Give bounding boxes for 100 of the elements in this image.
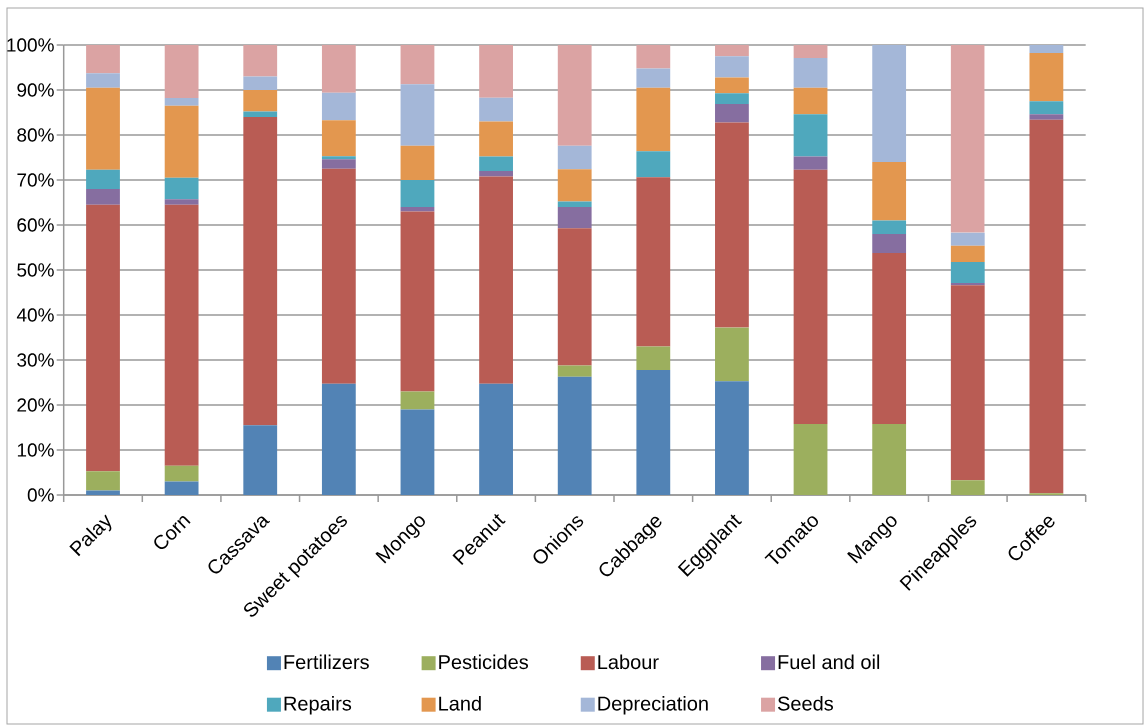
bar [243,425,278,495]
legend-label: Land [439,695,481,711]
y-tick-label: 30% [17,353,54,367]
bar [321,159,356,169]
legend-label: Fuel and oil [778,654,880,670]
bar [1029,45,1064,54]
bar [479,156,513,171]
bar [1029,101,1064,115]
bar [715,122,749,328]
bar [479,45,513,98]
bar [950,245,985,262]
bar [164,204,199,466]
bar [715,381,749,495]
bar [400,391,435,410]
bar [793,58,828,88]
y-tick-label: 40% [16,308,54,322]
bar [636,45,671,69]
bar [636,346,671,370]
bar [86,471,120,491]
bar [715,327,749,382]
bar [479,97,513,122]
y-tick-label: 90% [17,83,54,97]
bar [557,228,592,366]
bar [715,45,749,57]
bar [86,169,120,189]
bar [243,111,278,117]
bar [793,87,828,115]
bar [321,383,356,495]
bar [715,77,749,94]
bar [872,220,907,234]
bar [164,105,199,178]
legend-label: Labour [598,654,659,670]
bar [1029,53,1064,102]
bar [86,45,120,74]
bar [872,234,907,253]
y-tick-label: 50% [17,263,54,277]
bar [479,121,513,157]
bar [872,162,907,221]
bar [557,376,592,495]
bar [636,151,671,178]
legend-label: Fertilizers [284,654,369,670]
bar [636,177,671,347]
bar [715,56,749,78]
bar [321,120,356,157]
bar [86,189,120,205]
bar [793,114,828,157]
bar [400,409,435,495]
y-tick-label: 0% [27,488,54,502]
bar [793,423,828,495]
bar [950,261,985,284]
bar [164,45,199,99]
bar [164,177,199,200]
bar [557,45,592,146]
bar [872,252,907,424]
x-tick-label: Corn [154,516,191,550]
bar [557,207,592,229]
bar [164,465,199,482]
bar [557,169,592,202]
y-tick-label: 60% [17,218,54,232]
bar [557,145,592,170]
bar [243,90,278,112]
bar [164,199,199,205]
bar [321,156,356,160]
legend-label: Repairs [284,695,352,715]
bar [321,45,356,93]
bar [400,84,435,146]
bar [479,383,513,495]
bar [321,168,356,384]
bar [1029,114,1064,120]
bar [243,117,278,426]
bar [793,156,828,170]
bar [715,103,749,123]
bar [636,68,671,88]
bar [86,87,120,170]
bar [400,180,435,207]
y-tick-label: 100% [7,38,54,52]
bar [950,232,985,246]
bar [479,176,513,384]
y-tick-label: 20% [17,398,54,412]
bar [793,169,828,424]
bar [400,207,435,212]
bar [715,93,749,104]
bar [950,285,985,481]
y-tick-label: 10% [17,443,54,457]
bar [400,45,435,85]
bar [400,145,435,180]
bar [479,171,513,177]
bar [636,87,671,152]
bar [950,45,985,233]
bar [86,73,120,88]
legend-label: Seeds [777,695,834,711]
bar [243,76,278,90]
y-tick-label: 70% [17,173,54,187]
bar [950,480,985,495]
bar [793,45,828,59]
bar [1029,119,1064,494]
bar [321,92,356,121]
bar [164,98,199,106]
bar [872,423,907,495]
legend-label: Pesticides [439,654,529,670]
